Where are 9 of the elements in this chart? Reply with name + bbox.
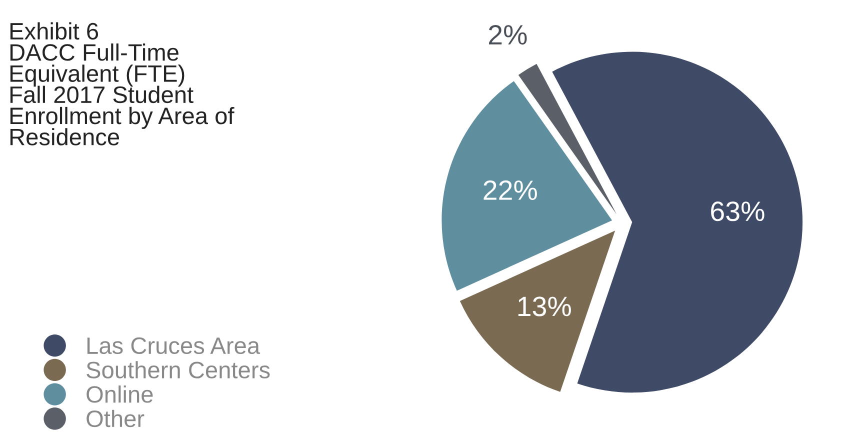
- data-label: 22%: [484, 180, 537, 200]
- text: Exhibit 6 DACC Full-Time Equivalent (FTE) Fall 2017 Student Enrollment by Area of Residence: [10, 22, 234, 146]
- legend-label: Las Cruces Area: [87, 337, 260, 354]
- legend-label: Other: [86, 410, 144, 428]
- data-label: 13%: [518, 296, 571, 316]
- legend-label: Southern Centers: [86, 361, 270, 378]
- data-label: 2%: [488, 25, 527, 45]
- data-label: 63%: [711, 201, 764, 222]
- legend-label: Online: [86, 385, 153, 403]
